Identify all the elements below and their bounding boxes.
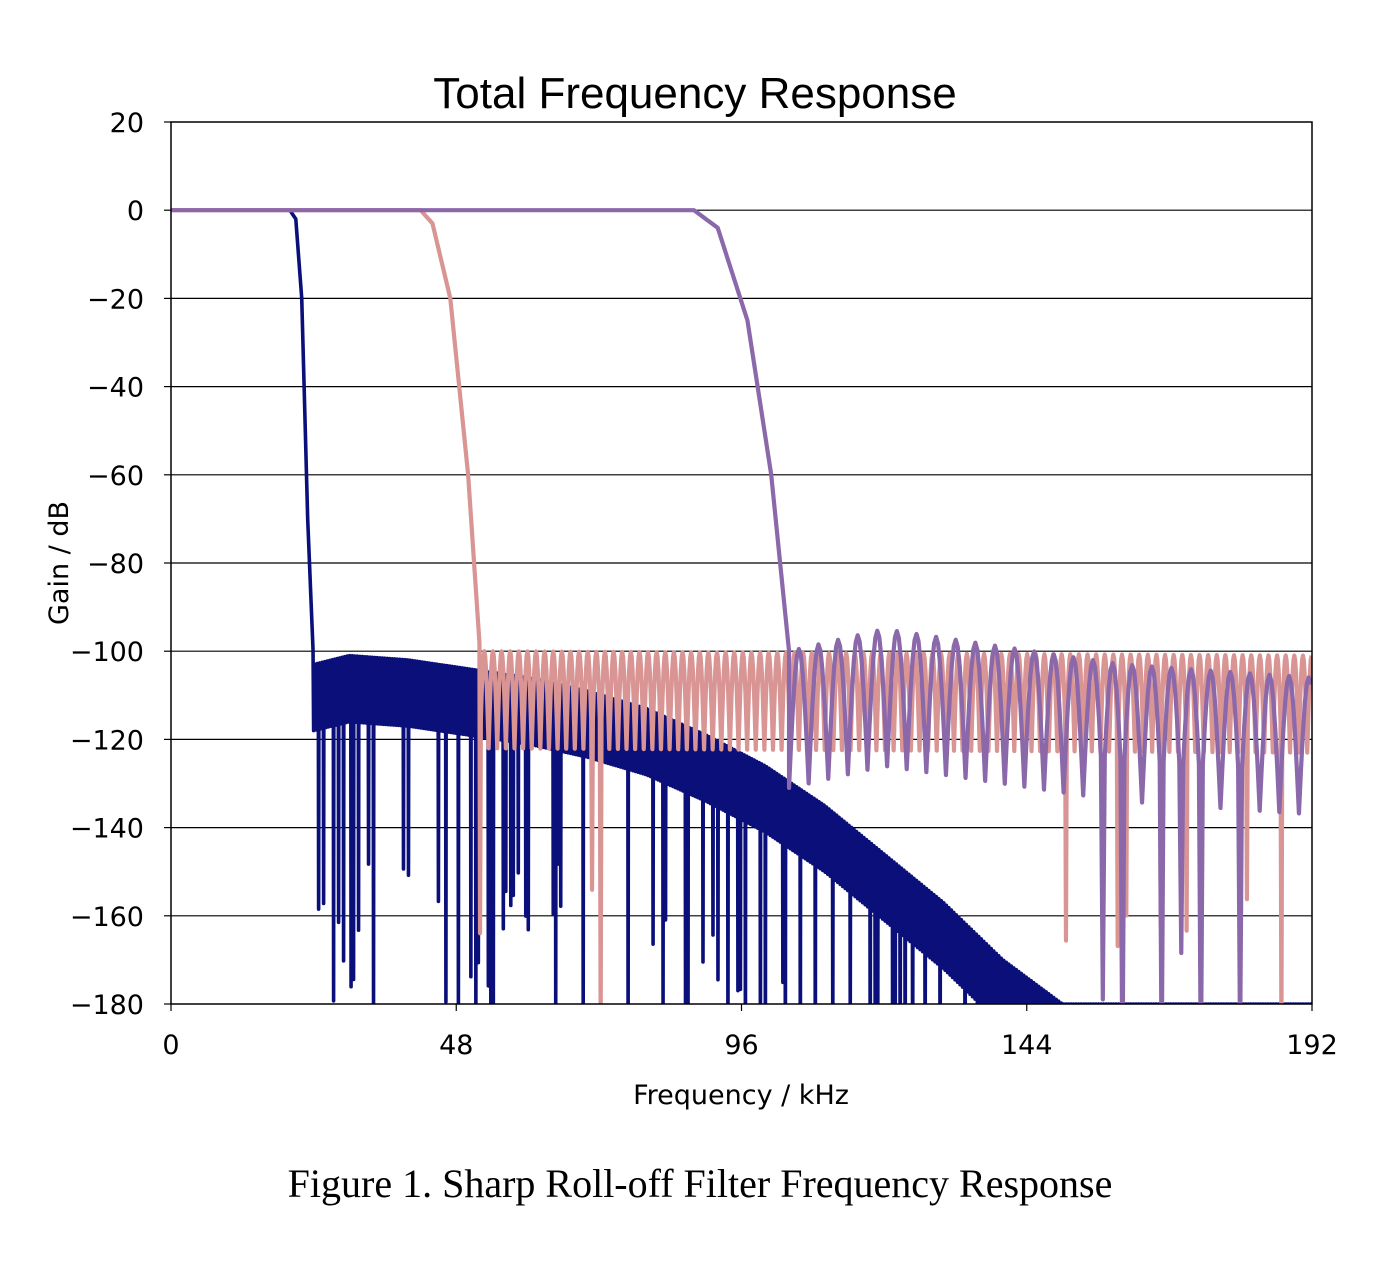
y-tick-label: −60 [87, 461, 144, 492]
y-tick-label: −140 [70, 814, 144, 845]
y-tick-label: 0 [127, 196, 144, 227]
y-tick-label: −100 [70, 637, 144, 668]
x-tick-label: 192 [1286, 1030, 1338, 1061]
figure-caption: Figure 1. Sharp Roll-off Filter Frequenc… [287, 1161, 1113, 1206]
y-tick-label: −160 [70, 902, 144, 933]
series-lines [171, 208, 1312, 1004]
y-tick-label: −120 [70, 725, 144, 756]
y-tick-label: −80 [87, 549, 144, 580]
x-tick-label: 144 [1001, 1030, 1053, 1061]
y-axis-label: Gain / dB [44, 501, 75, 625]
x-axis-label: Frequency / kHz [633, 1080, 849, 1111]
y-tick-label: 20 [110, 108, 144, 139]
y-tick-label: −40 [87, 373, 144, 404]
frequency-response-chart: Total Frequency Response 20 0 −20 −40 −60 −80… [44, 69, 1338, 1111]
chart-title: Total Frequency Response [433, 69, 956, 118]
y-tick-label: −180 [70, 990, 144, 1021]
plot-area-frame [170, 121, 1313, 1005]
x-tick-label: 96 [724, 1030, 758, 1061]
x-tick-label: 48 [439, 1030, 473, 1061]
x-tick-label: 0 [162, 1030, 179, 1061]
series-line [171, 208, 1312, 1004]
axis-ticks: 20 0 −20 −40 −60 −80 −100 −120 −140 −160 −180 0 48 96… [70, 108, 1338, 1061]
series-line [171, 208, 1312, 1004]
y-tick-label: −20 [87, 284, 144, 315]
